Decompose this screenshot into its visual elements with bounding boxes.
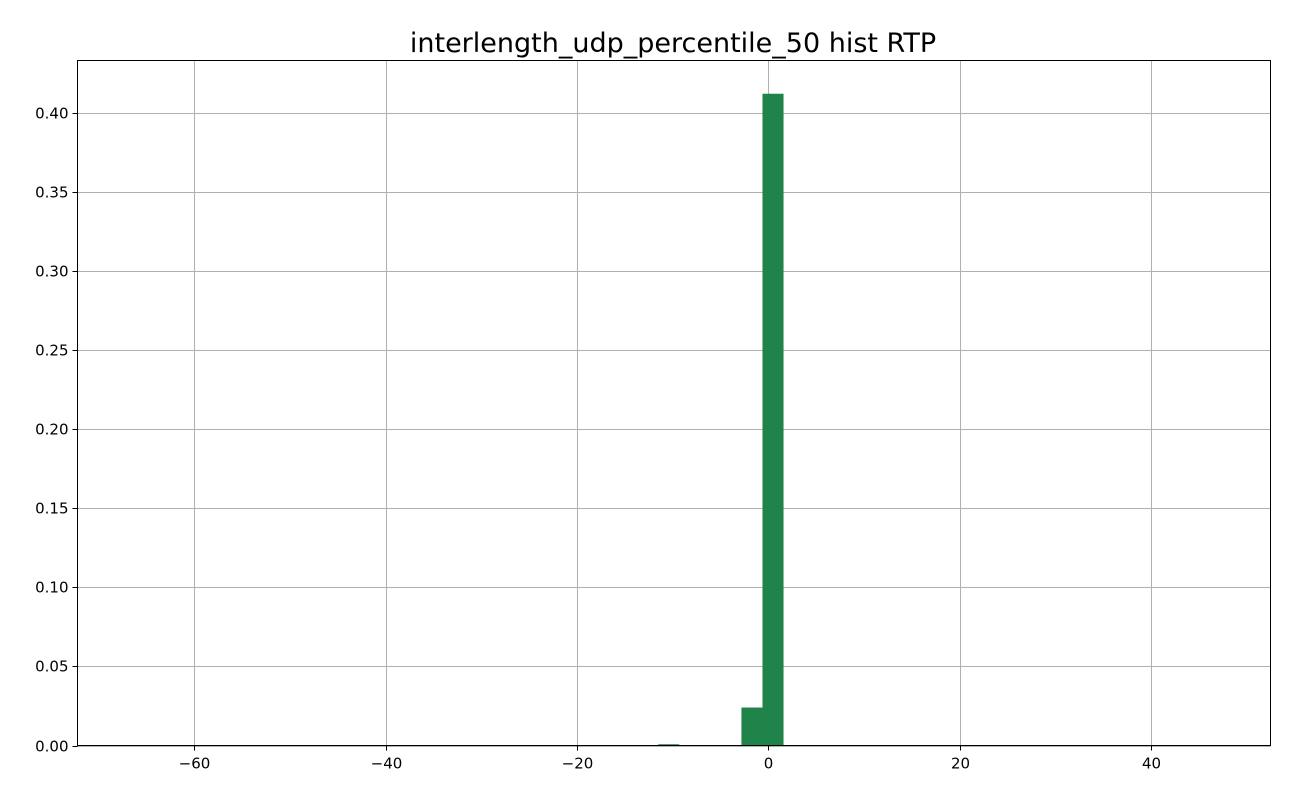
- y-tick-label: 0.05: [35, 658, 68, 676]
- x-tick-label: −60: [179, 755, 211, 773]
- y-tick-label: 0.20: [35, 421, 68, 439]
- y-tick-label: 0.30: [35, 263, 68, 281]
- y-tick-label: 0.35: [35, 184, 68, 202]
- grid-lines: [77, 60, 1271, 747]
- y-axis-ticks: 0.00 0.05 0.10 0.15 0.20 0.25 0.30 0.35 0.40: [35, 105, 78, 756]
- y-tick-label: 0.00: [35, 738, 68, 756]
- x-tick-label: −40: [371, 755, 403, 773]
- x-axis-ticks: −60 −40 −20 0 20 40: [179, 745, 1161, 773]
- y-tick-label: 0.40: [35, 105, 68, 123]
- histogram-bars: [658, 93, 784, 746]
- y-tick-label: 0.15: [35, 500, 68, 518]
- y-tick-label: 0.10: [35, 579, 68, 597]
- x-tick-label: 20: [951, 755, 970, 773]
- histogram-bar: [762, 93, 784, 746]
- histogram-bar: [741, 707, 763, 746]
- chart-title: interlength_udp_percentile_50 hist RTP: [410, 28, 936, 59]
- histogram-bar: [658, 744, 680, 746]
- x-tick-label: 0: [764, 755, 774, 773]
- plot-frame: [77, 60, 1271, 746]
- x-tick-label: 40: [1142, 755, 1161, 773]
- x-tick-label: −20: [562, 755, 594, 773]
- y-tick-label: 0.25: [35, 342, 68, 360]
